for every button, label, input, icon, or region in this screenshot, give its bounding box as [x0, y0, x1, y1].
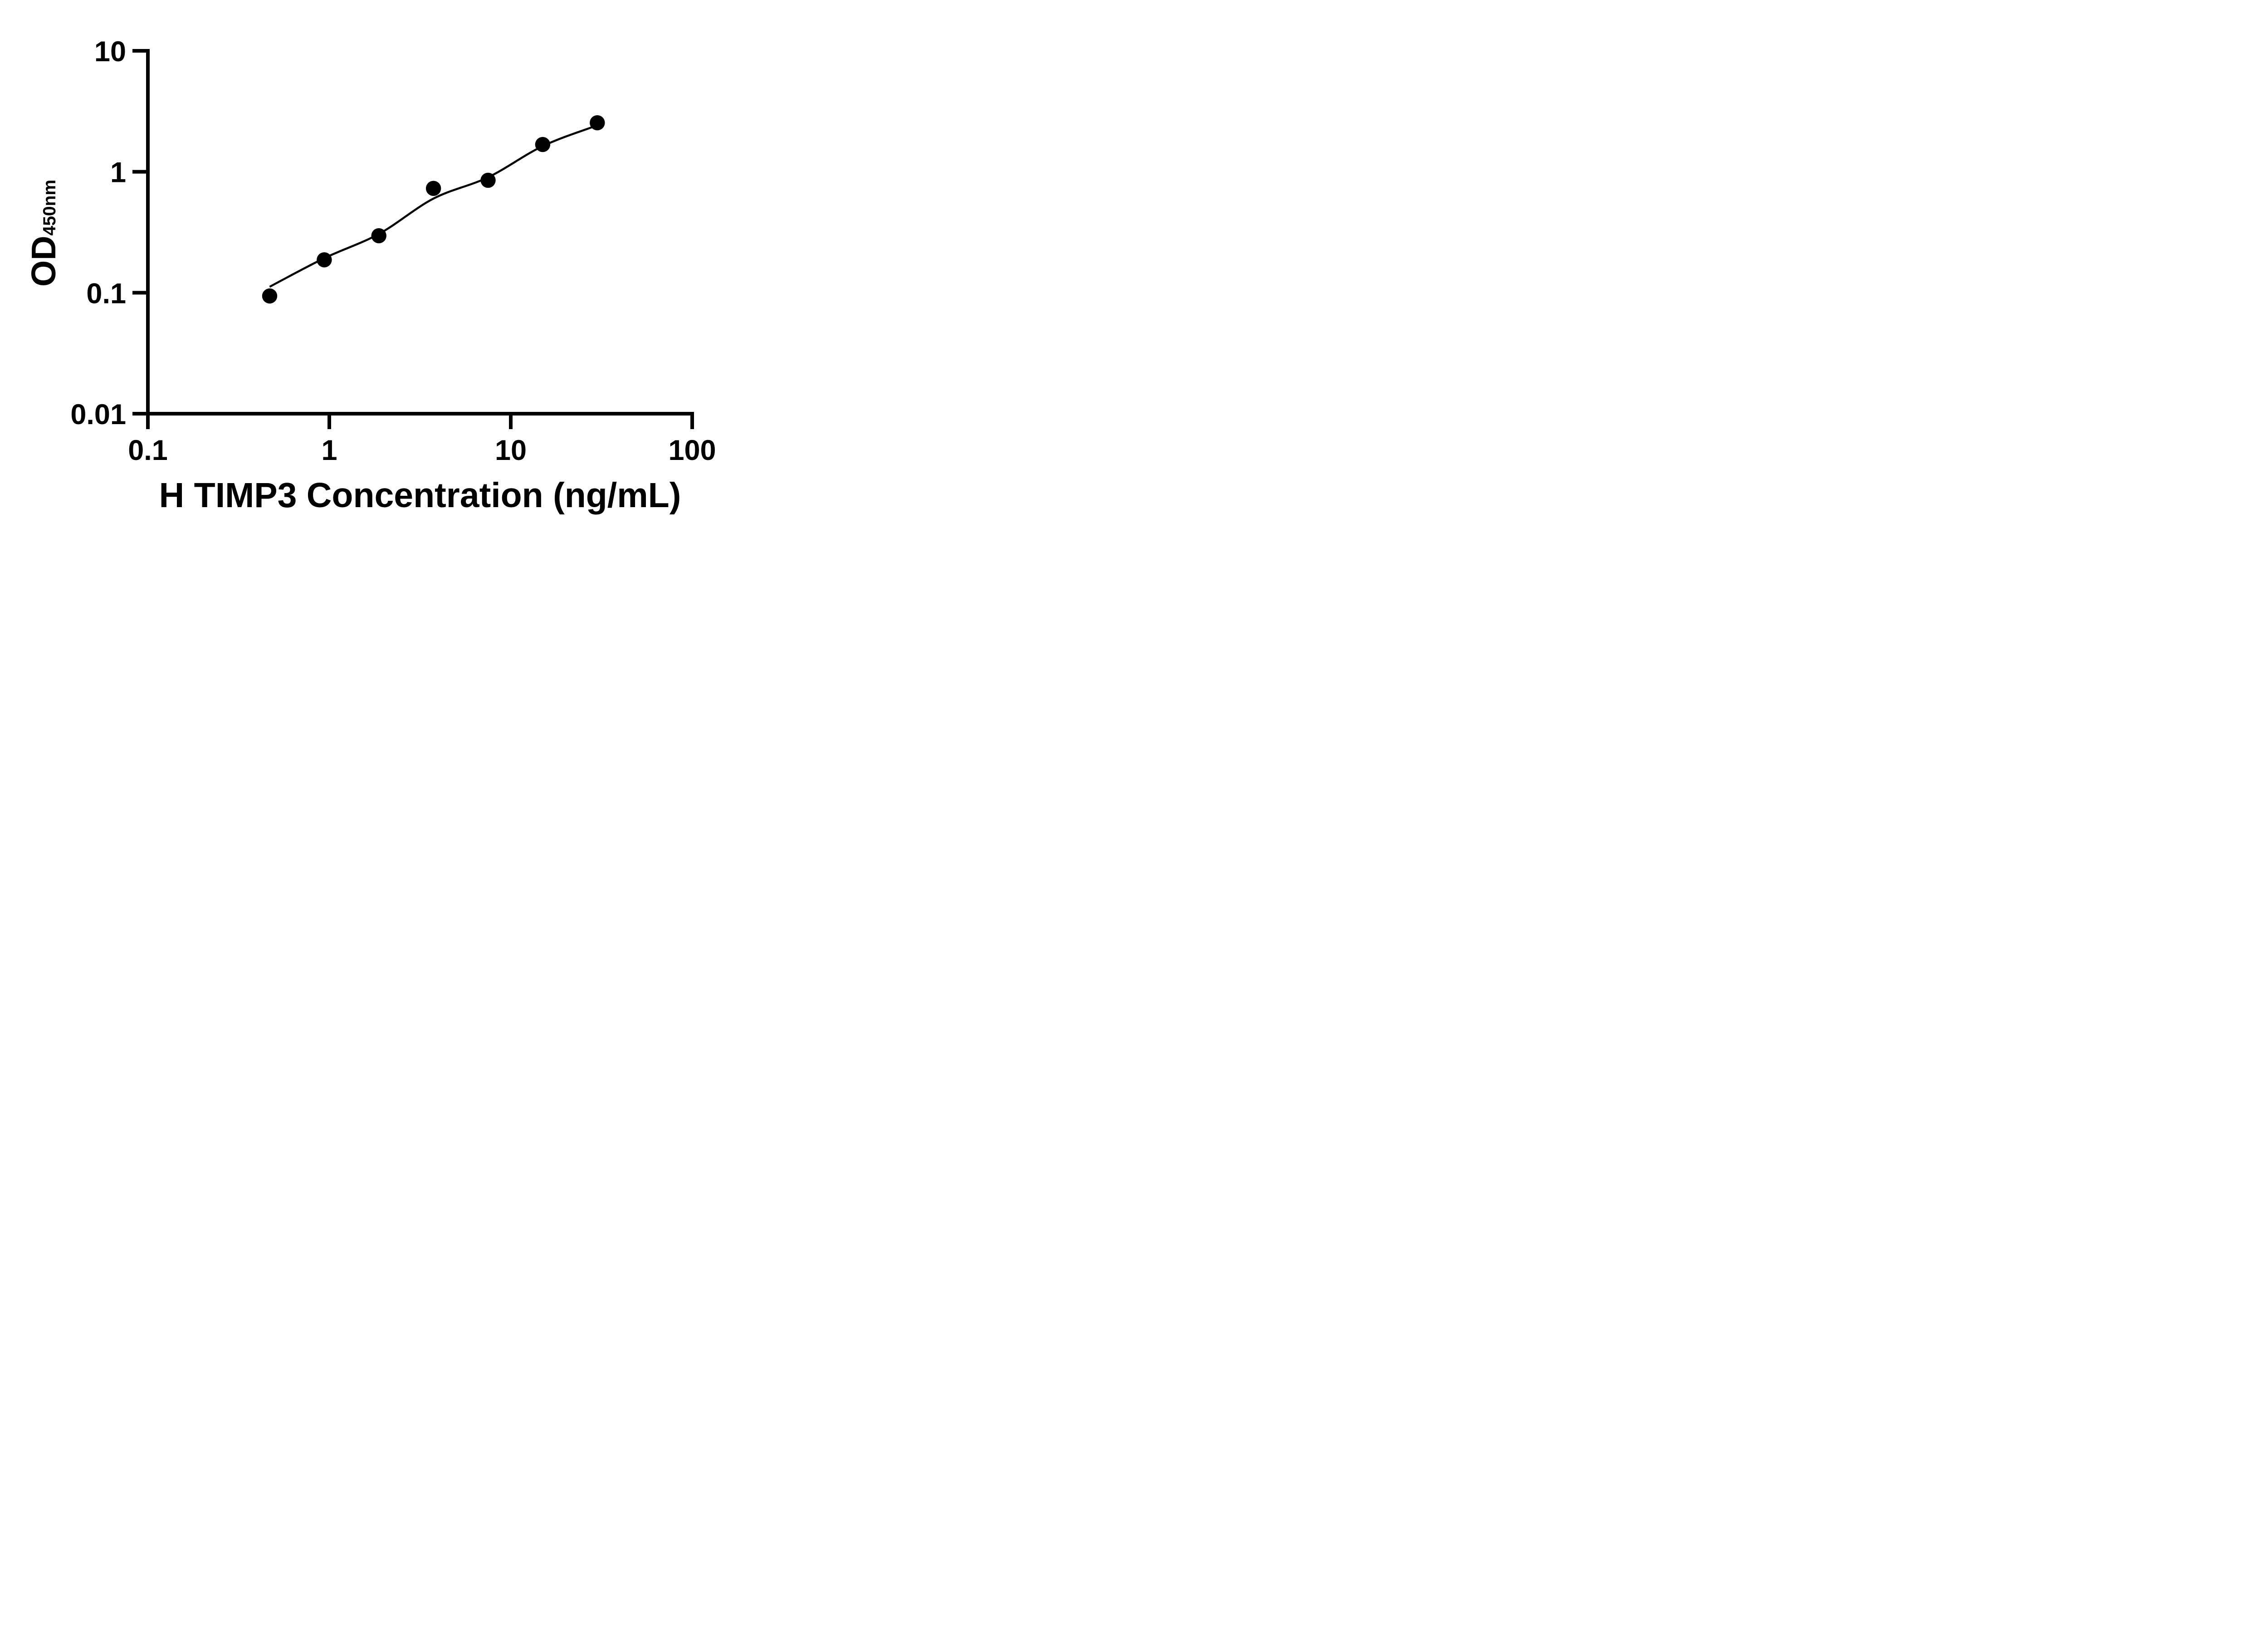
x-tick-label-10: 10: [495, 435, 527, 466]
data-point-7: [590, 115, 605, 131]
x-tick-100: [690, 416, 694, 429]
x-axis-title: H TIMP3 Concentration (ng/mL): [159, 476, 681, 515]
y-axis-title-subscript: 450nm: [40, 179, 59, 236]
data-point-3: [371, 228, 386, 244]
y-tick-0.1: [132, 291, 146, 295]
y-tick-10: [132, 49, 146, 53]
x-tick-label-100: 100: [668, 435, 716, 466]
x-tick-label-1: 1: [321, 435, 337, 466]
data-point-6: [535, 137, 551, 152]
x-tick-0.1: [146, 416, 150, 429]
y-tick-label-0.1: 0.1: [86, 278, 126, 309]
y-axis-title-main: OD: [24, 235, 63, 287]
y-tick-label-1: 1: [110, 157, 126, 189]
y-tick-0.01: [132, 412, 146, 416]
data-point-2: [317, 252, 332, 268]
y-tick-1: [132, 170, 146, 174]
chart-figure: 10 1 0.1 0.01 0.1 1 10 100 H TIMP3 Concentratio…: [0, 0, 776, 544]
y-tick-label-0.01: 0.01: [70, 399, 126, 430]
data-point-5: [480, 172, 496, 188]
x-tick-label-0.1: 0.1: [128, 435, 168, 466]
x-tick-10: [509, 416, 513, 429]
y-tick-label-10: 10: [94, 36, 126, 68]
data-point-4: [425, 181, 441, 196]
x-axis-line: [146, 412, 694, 416]
y-axis-title: OD 450nm: [24, 142, 69, 324]
x-tick-1: [327, 416, 331, 429]
data-point-1: [262, 288, 278, 304]
y-axis-line: [146, 49, 150, 416]
